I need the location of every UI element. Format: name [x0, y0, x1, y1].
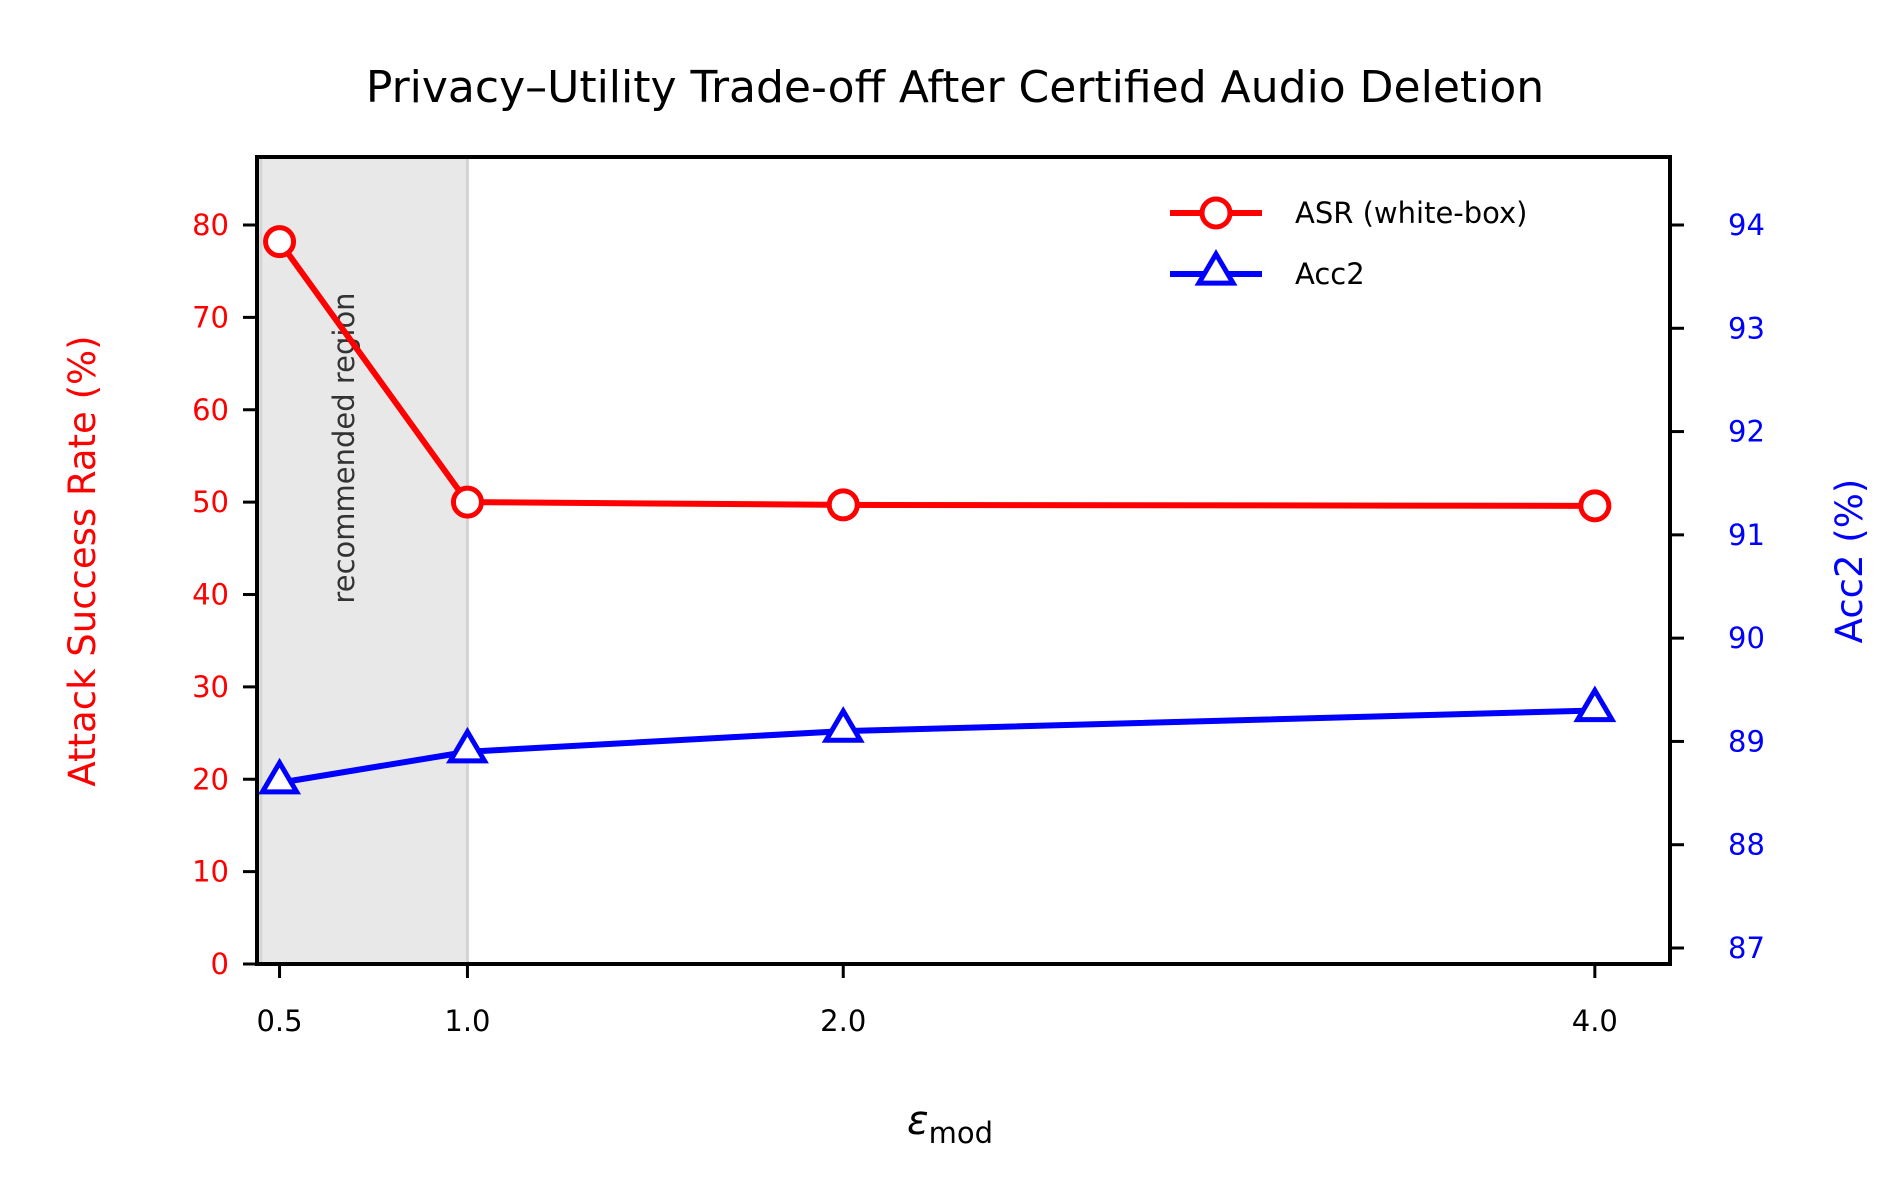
y-right-tick-label: 87 [1728, 931, 1765, 965]
x-tick-label: 4.0 [1572, 1004, 1618, 1038]
plot-area: recommended region [255, 155, 1672, 966]
x-axis-label-symbol: ε [907, 1098, 929, 1144]
y-left-tick-label: 20 [192, 762, 229, 796]
series-line-left [277, 239, 1595, 509]
y-right-tick-label: 91 [1728, 518, 1765, 552]
y-left-tick-label: 60 [192, 393, 229, 427]
legend-triangle-marker [1194, 249, 1238, 286]
x-tick-label: 0.5 [256, 1004, 302, 1038]
acc2-point [445, 726, 489, 764]
y-left-tick-label: 40 [192, 578, 229, 612]
y-right-tick-label: 94 [1728, 208, 1765, 242]
x-axis: 0.5 1.0 2.0 4.0 [256, 964, 1618, 1038]
series-line-right [279, 707, 1595, 786]
x-tick-label: 2.0 [820, 1004, 866, 1038]
y-left-tick-label: 70 [192, 300, 229, 334]
asr-point [263, 225, 297, 259]
legend-label: Acc2 [1295, 257, 1365, 291]
y-axis-left: 0 10 20 30 40 50 60 70 80 [192, 208, 257, 981]
y-left-tick-label: 80 [192, 208, 229, 242]
chart-title: Privacy–Utility Trade-off After Certifie… [366, 62, 1544, 113]
recommended-region-band [260, 157, 468, 964]
y-left-tick-label: 50 [192, 485, 229, 519]
asr-point [1578, 489, 1612, 523]
recommended-region-label: recommended region [327, 292, 361, 603]
y-right-tick-label: 93 [1728, 311, 1765, 345]
x-axis-label-subscript: mod [929, 1116, 993, 1150]
y-left-tick-label: 10 [192, 855, 229, 889]
x-tick-label: 1.0 [444, 1004, 490, 1038]
legend-circle-marker [1199, 196, 1233, 230]
plot-frame [255, 155, 1672, 966]
y-axis-right: 87 88 89 90 91 92 93 94 [1670, 208, 1765, 965]
y-axis-left-label: Attack Success Rate (%) [61, 335, 104, 786]
asr-point [826, 488, 860, 522]
series-layer [258, 225, 1617, 795]
legend-label: ASR (white-box) [1295, 196, 1528, 230]
y-right-tick-label: 90 [1728, 621, 1765, 655]
acc2-point [1573, 685, 1617, 723]
legend: ASR (white-box) Acc2 [1170, 196, 1528, 291]
y-left-tick-label: 30 [192, 670, 229, 704]
acc2-point [821, 706, 865, 743]
y-right-tick-label: 89 [1728, 724, 1765, 758]
asr-point [450, 485, 484, 519]
y-right-tick-label: 92 [1728, 415, 1765, 449]
y-left-tick-label: 0 [211, 947, 229, 981]
y-right-tick-label: 88 [1728, 828, 1765, 862]
y-axis-right-label: Acc2 (%) [1828, 479, 1871, 644]
x-axis-label: εmod [907, 1098, 993, 1150]
acc2-point [258, 757, 302, 795]
